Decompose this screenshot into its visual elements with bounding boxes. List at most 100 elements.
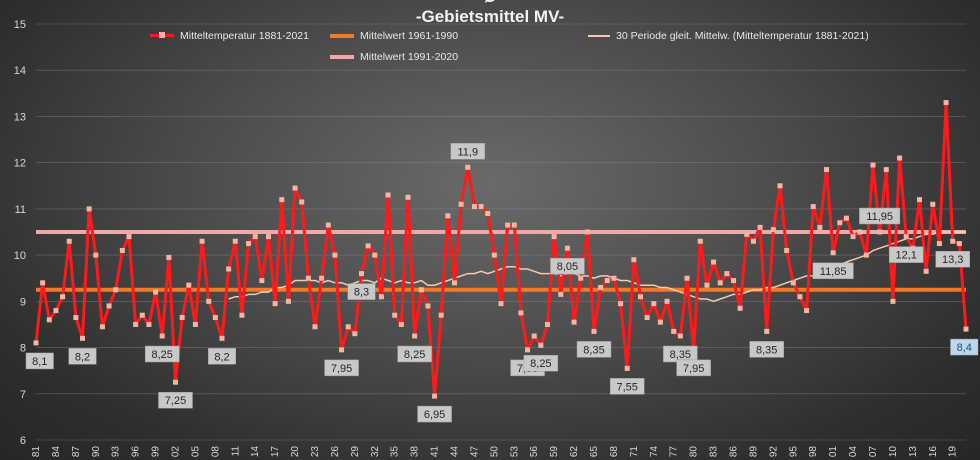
- x-tick-label: 05: [190, 446, 201, 458]
- x-tick-label: 19: [948, 446, 959, 458]
- data-point-1943: [445, 213, 451, 219]
- data-point-2015: [923, 268, 929, 274]
- data-point-1930: [359, 271, 364, 277]
- data-point-1929: [352, 331, 358, 337]
- data-label-text: 8,25: [530, 358, 551, 370]
- data-point-1935: [392, 312, 398, 318]
- data-point-1910: [226, 266, 232, 272]
- data-label-text: 7,25: [165, 395, 186, 407]
- data-point-1885: [60, 294, 66, 300]
- data-label-box: [324, 359, 359, 377]
- data-label-text: 13,3: [942, 254, 963, 266]
- data-label-2008: 11,95: [859, 207, 901, 225]
- data-point-1996: [797, 294, 803, 300]
- data-point-1919: [285, 298, 291, 304]
- data-point-2019: [950, 238, 956, 244]
- data-label-box: [68, 348, 97, 365]
- data-point-1991: [764, 328, 770, 334]
- data-label-text: 11,95: [866, 211, 893, 223]
- x-tick-label: 47: [469, 446, 480, 458]
- x-tick-label: 02: [171, 446, 182, 458]
- x-tick-label: 90: [91, 446, 102, 458]
- data-point-1966: [598, 284, 604, 290]
- x-tick-label: 59: [549, 446, 560, 458]
- data-label-2019: 13,3: [935, 250, 970, 268]
- x-tick-label: 11: [230, 446, 241, 457]
- data-point-1894: [119, 247, 125, 253]
- x-tick-label: 13: [908, 446, 919, 458]
- data-point-1962: [571, 319, 577, 325]
- legend-label-temperature: Mitteltemperatur 1881-2021: [180, 30, 309, 42]
- data-point-1884: [53, 308, 59, 314]
- data-point-1942: [438, 312, 444, 318]
- x-tick-label: 77: [669, 446, 680, 458]
- data-point-1920: [292, 185, 298, 191]
- x-tick-label: 23: [310, 446, 321, 458]
- data-point-1909: [219, 335, 225, 341]
- x-tick-label: 38: [410, 446, 421, 458]
- data-point-1924: [319, 275, 325, 281]
- data-label-text: 8,2: [214, 351, 229, 363]
- x-tick-label: 56: [529, 446, 540, 458]
- data-point-1912: [239, 312, 245, 318]
- data-point-1995: [790, 280, 796, 286]
- x-tick-label: 96: [131, 446, 142, 458]
- data-label-1927: 7,95: [324, 359, 359, 377]
- data-point-1941: [432, 393, 438, 399]
- legend-label-moving-avg: 30 Periode gleit. Mittelw. (Mitteltemper…: [616, 30, 869, 42]
- data-point-1892: [106, 303, 112, 309]
- data-label-box: [523, 354, 559, 372]
- data-point-2001: [830, 250, 836, 256]
- data-point-2004: [850, 234, 856, 240]
- data-point-1973: [644, 315, 650, 321]
- legend-swatch-moving-avg: [588, 35, 610, 38]
- data-point-2007: [870, 162, 876, 168]
- data-point-1952: [505, 222, 511, 228]
- data-point-1947: [471, 204, 477, 210]
- data-point-1900: [159, 333, 165, 339]
- data-point-2014: [917, 197, 922, 203]
- data-label-text: 8,35: [756, 344, 777, 356]
- data-point-1979: [684, 275, 690, 281]
- x-tick-label: 99: [151, 446, 162, 458]
- data-point-1964: [584, 229, 590, 235]
- x-tick-label: 84: [51, 446, 62, 458]
- data-point-1908: [212, 315, 218, 321]
- data-label-box: [397, 345, 432, 363]
- data-label-1902: 7,25: [158, 391, 193, 409]
- data-point-1949: [485, 211, 491, 217]
- x-tick-label: 17: [270, 446, 281, 458]
- data-label-text: 8,4: [957, 342, 972, 354]
- data-point-2011: [897, 155, 903, 161]
- data-point-1960: [558, 291, 564, 297]
- data-label-1900: 8,25: [144, 345, 180, 363]
- data-point-1890: [93, 252, 99, 258]
- data-point-1916: [266, 234, 271, 240]
- data-point-2018: [943, 100, 949, 106]
- y-tick-label: 13: [14, 111, 26, 123]
- data-point-1956: [531, 333, 537, 339]
- data-point-1928: [345, 324, 351, 330]
- data-point-1970: [624, 365, 630, 371]
- x-tick-label: 98: [808, 446, 819, 458]
- data-point-2010: [890, 298, 896, 304]
- data-point-1915: [259, 278, 265, 284]
- x-tick-label: 10: [888, 446, 899, 458]
- legend-item-mean-1961-1990: Mittelwert 1961-1990: [330, 30, 458, 42]
- data-label-1991: 8,35: [749, 341, 784, 358]
- data-label-box: [812, 262, 854, 280]
- y-tick-label: 9: [20, 296, 26, 308]
- data-label-text: 8,25: [404, 349, 425, 361]
- data-point-1881: [33, 340, 39, 346]
- data-point-1988: [744, 231, 750, 237]
- data-point-1904: [186, 282, 192, 288]
- data-label-1888: 8,2: [68, 348, 97, 365]
- x-tick-label: 14: [250, 446, 261, 458]
- data-point-1923: [312, 324, 318, 330]
- data-label-box: [25, 352, 54, 370]
- data-label-text: 8,35: [670, 349, 691, 361]
- x-tick-label: 26: [330, 446, 341, 458]
- data-label-text: 11,85: [820, 266, 847, 278]
- data-point-1981: [697, 238, 703, 244]
